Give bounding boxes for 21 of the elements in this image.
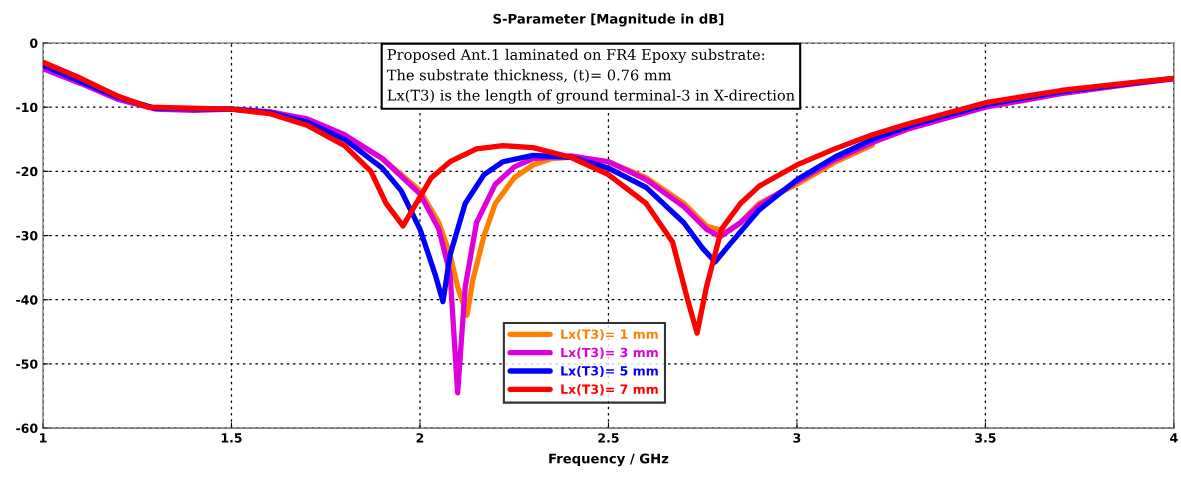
y-tick-label: -30	[16, 231, 38, 241]
y-tick-label: -50	[16, 359, 38, 369]
legend-label: Lx(T3)= 3 mm	[561, 347, 658, 359]
y-tick-label: -10	[16, 102, 38, 113]
legend-label: Lx(T3)= 1 mm	[561, 329, 658, 341]
x-tick-label: 4	[1170, 433, 1178, 443]
annotation: Proposed Ant.1 laminated on FR4 Epoxy substrate: The substrate thickness, (t)= 0.76 mm Lx(T3) is the length of ground terminal-3 in X-direction	[386, 48, 795, 104]
legend-label: Lx(T3)= 5 mm	[561, 365, 658, 378]
x-tick-label: 2	[416, 433, 424, 443]
y-tick-label: -40	[16, 295, 38, 305]
x-tick-label: 3	[793, 433, 801, 443]
y-tick-label: 0	[30, 38, 38, 48]
x-tick-label: 2.5	[598, 433, 619, 443]
x-tick-label: 3.5	[975, 433, 996, 443]
x-tick-label: 1.5	[221, 433, 242, 443]
y-tick-label: -60	[16, 423, 38, 434]
legend-label: Lx(T3)= 7 mm	[561, 384, 658, 396]
y-tick-label: -20	[16, 166, 38, 177]
x-tick-label: 1	[40, 433, 47, 443]
chart-title: S-Parameter [Magnitude in dB]	[493, 13, 724, 27]
x-axis-title: Frequency / GHz	[549, 453, 669, 467]
